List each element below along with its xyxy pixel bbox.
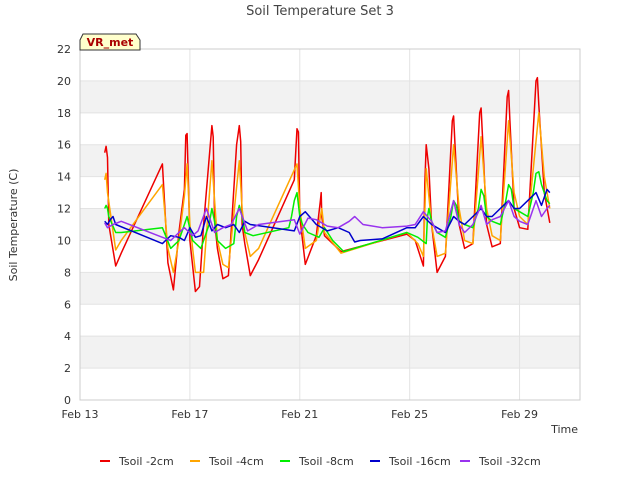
legend-label: Tsoil -2cm [118,455,174,468]
legend-label: Tsoil -4cm [208,455,264,468]
legend: Tsoil -2cm Tsoil -4cm Tsoil -8cm Tsoil -16c… [100,455,541,468]
y-tick-label: 22 [57,43,71,56]
legend-label: Tsoil -8cm [298,455,354,468]
x-tick-label: Feb 29 [501,408,538,421]
y-tick-label: 8 [64,266,71,279]
legend-label: Tsoil -32cm [478,455,541,468]
series-line-5 [104,199,551,242]
annotation-label: VR_met [87,36,134,49]
chart-title: Soil Temperature Set 3 [246,4,394,19]
y-tick-label: 0 [64,394,71,407]
x-tick-label: Feb 25 [391,408,428,421]
y-tick-label: 16 [57,139,71,152]
y-tick-label: 14 [57,171,71,184]
series-layer [103,76,551,293]
x-tick-label: Feb 13 [62,408,99,421]
x-axis-ticks: Feb 13 Feb 17 Feb 21 Feb 25 Feb 29 [62,408,539,421]
y-axis-ticks: 0 2 4 6 8 10 12 14 16 18 20 22 [57,43,71,407]
plot-area [79,48,581,401]
grid-band [80,336,580,369]
y-tick-label: 18 [57,107,71,120]
y-tick-label: 10 [57,234,71,247]
y-tick-label: 2 [64,362,71,375]
grid-bands [80,80,580,369]
series-line-4 [104,188,551,245]
series-line-1 [103,76,551,293]
legend-label: Tsoil -16cm [388,455,451,468]
grid-band [80,272,580,305]
y-tick-label: 20 [57,75,71,88]
x-tick-label: Feb 21 [281,408,318,421]
y-axis-label: Soil Temperature (C) [7,169,20,282]
y-tick-label: 4 [64,330,71,343]
grid-band [80,80,580,113]
y-tick-label: 12 [57,203,71,216]
x-tick-label: Feb 17 [171,408,208,421]
x-axis-label: Time [550,423,578,436]
annotation-box: VR_met [79,33,141,51]
series-line-3 [104,171,551,253]
y-tick-label: 6 [64,298,71,311]
